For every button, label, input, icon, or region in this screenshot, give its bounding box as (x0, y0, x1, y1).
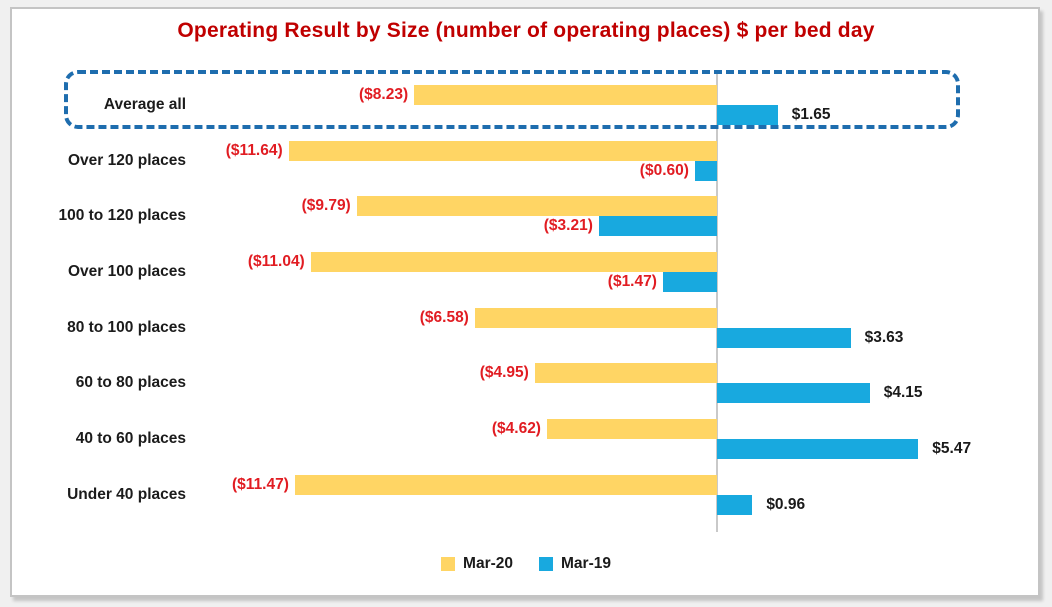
mar19-value-label: $1.65 (791, 105, 831, 123)
mar19-value-label: $3.63 (864, 328, 904, 346)
mar19-value-label: ($3.21) (543, 217, 593, 235)
mar20-bar (288, 140, 717, 161)
mar19-bar (717, 104, 778, 125)
mar20-bar (356, 196, 717, 217)
legend-label-mar20: Mar-20 (463, 555, 513, 572)
category-label: 60 to 80 places (75, 374, 186, 392)
mar19-value-label: $5.47 (932, 440, 972, 458)
mar20-bar (534, 363, 717, 384)
mar19-value-label: $0.96 (766, 495, 806, 513)
mar19-bar (694, 160, 717, 181)
mar19-bar (598, 216, 717, 237)
legend-swatch-mar20 (441, 557, 456, 571)
mar20-value-label: ($6.58) (419, 308, 469, 326)
mar20-value-label: ($9.79) (301, 197, 351, 215)
mar19-bar (717, 327, 851, 348)
category-label: Under 40 places (67, 485, 186, 503)
mar20-value-label: ($4.95) (479, 364, 529, 382)
category-label: 80 to 100 places (67, 318, 186, 336)
mar19-bar (717, 494, 753, 515)
mar19-value-label: ($1.47) (607, 272, 657, 290)
mar20-bar (414, 84, 717, 105)
mar20-bar (310, 251, 717, 272)
mar20-bar (294, 474, 717, 495)
legend: Mar-20 Mar-19 (0, 555, 1052, 573)
mar20-bar (546, 419, 717, 440)
mar20-value-label: ($8.23) (359, 85, 409, 103)
legend-item-mar19: Mar-19 (539, 555, 611, 573)
category-label: Over 100 places (67, 262, 186, 280)
mar20-value-label: ($11.64) (225, 141, 283, 159)
mar19-bar (717, 439, 919, 460)
highlight-box (64, 70, 960, 129)
mar20-value-label: ($11.47) (232, 475, 289, 493)
category-label: 100 to 120 places (58, 207, 186, 225)
category-label: 40 to 60 places (75, 430, 186, 448)
chart-title: Operating Result by Size (number of oper… (177, 19, 875, 42)
mar19-bar (717, 383, 870, 404)
legend-label-mar19: Mar-19 (561, 555, 611, 572)
mar20-value-label: ($11.04) (247, 252, 305, 270)
mar19-bar (662, 271, 717, 292)
chart-frame (10, 7, 1040, 597)
mar20-bar (474, 307, 717, 328)
mar19-value-label: $4.15 (883, 384, 923, 402)
mar20-value-label: ($4.62) (491, 420, 541, 438)
zero-axis-line (716, 73, 718, 532)
category-label: Average all (103, 95, 186, 113)
mar19-value-label: ($0.60) (639, 161, 689, 179)
legend-swatch-mar19 (539, 557, 553, 571)
category-label: Over 120 places (67, 151, 186, 169)
legend-item-mar20: Mar-20 (441, 555, 513, 573)
